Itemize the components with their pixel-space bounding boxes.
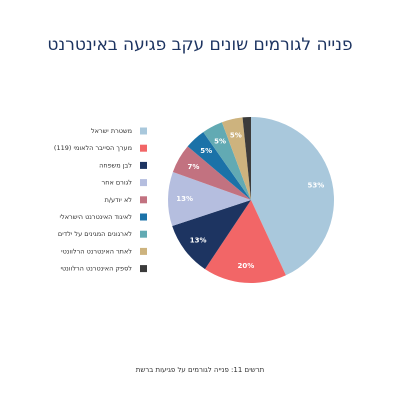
legend-label: לא יודע/ת	[105, 196, 133, 204]
pie-slice	[172, 146, 251, 200]
value-label: 5%	[214, 137, 226, 145]
value-label: 53%	[307, 182, 324, 190]
legend-swatch	[140, 265, 147, 273]
legend-label: מערך הסייבר הלאומי (119)	[54, 144, 132, 152]
legend-label: לאיגוד האינטרנט הישראלי	[60, 213, 133, 221]
legend-label: לבן משפחה	[99, 161, 132, 169]
legend-swatch	[140, 230, 147, 238]
pie-slice	[203, 122, 251, 200]
footnote: תרשים 11: פנייה לגורמים על פגיעות ברשת	[136, 366, 265, 374]
chart-title: פנייה לגורמים שונים עקב פגיעה באינטרנט	[47, 35, 352, 55]
pie-slice	[187, 132, 251, 200]
legend-swatch	[140, 161, 147, 169]
legend-swatch	[140, 196, 147, 204]
pie-slice	[251, 117, 334, 276]
value-label: 13%	[176, 195, 193, 203]
pie-slice	[168, 171, 251, 227]
legend-swatch	[140, 144, 147, 152]
pie-slice	[204, 200, 286, 283]
pie-slice	[242, 117, 251, 200]
value-label: 5%	[200, 147, 212, 155]
legend-swatch	[140, 213, 147, 221]
legend-swatch	[140, 247, 147, 255]
legend-label: לגורם אחר	[102, 179, 133, 187]
legend-label: לארגונים המגינים על ילדים	[58, 230, 132, 238]
legend-swatch	[140, 127, 147, 135]
value-label: 20%	[238, 262, 255, 270]
pie-slice	[172, 200, 251, 270]
legend-swatch	[140, 179, 147, 187]
value-label: 5%	[230, 131, 242, 139]
value-label: 7%	[188, 163, 200, 171]
pie-slice	[221, 117, 251, 200]
legend-label: לספק האינטרנט הרלוונטי	[61, 265, 133, 273]
legend-label: משטרת ישראל	[91, 127, 132, 135]
legend-label: לאתר האינטרנט הרלוונטי	[61, 247, 132, 255]
value-label: 13%	[190, 236, 207, 244]
